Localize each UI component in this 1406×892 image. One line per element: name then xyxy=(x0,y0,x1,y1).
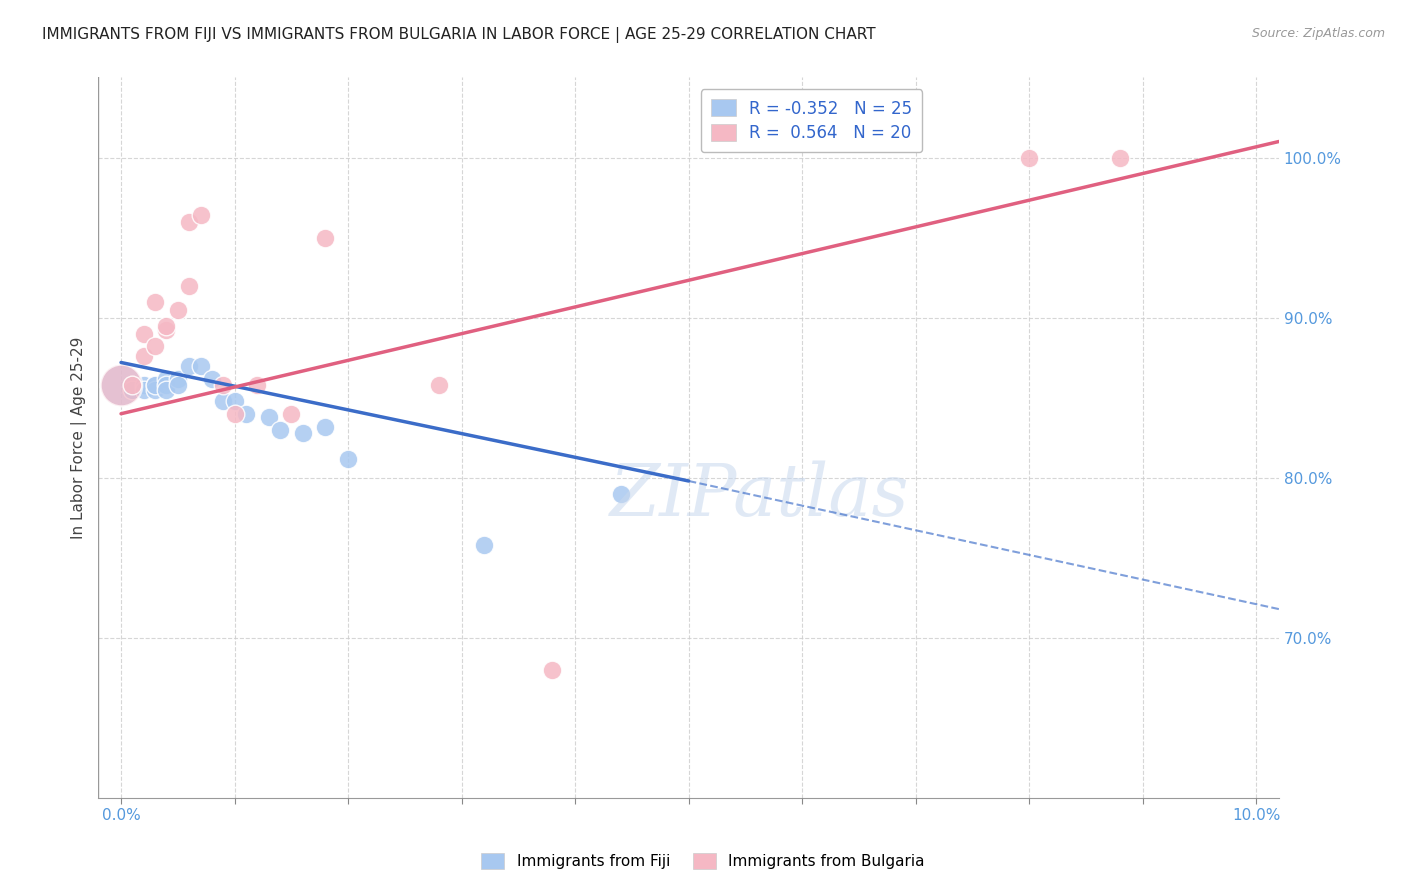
Point xyxy=(269,423,291,437)
Point xyxy=(337,451,360,466)
Point xyxy=(132,383,155,397)
Point xyxy=(155,383,177,397)
Point xyxy=(155,318,177,333)
Point xyxy=(121,378,143,392)
Text: IMMIGRANTS FROM FIJI VS IMMIGRANTS FROM BULGARIA IN LABOR FORCE | AGE 25-29 CORR: IMMIGRANTS FROM FIJI VS IMMIGRANTS FROM … xyxy=(42,27,876,43)
Point xyxy=(224,407,246,421)
Point xyxy=(143,378,166,392)
Point xyxy=(291,425,314,440)
Point xyxy=(212,393,235,408)
Point xyxy=(143,339,166,353)
Point xyxy=(121,378,143,392)
Point xyxy=(132,326,155,341)
Point xyxy=(143,294,166,309)
Point xyxy=(235,407,257,421)
Text: Source: ZipAtlas.com: Source: ZipAtlas.com xyxy=(1251,27,1385,40)
Point xyxy=(314,230,336,244)
Point xyxy=(609,487,631,501)
Point xyxy=(132,378,155,392)
Point xyxy=(143,383,166,397)
Point xyxy=(190,359,212,373)
Point xyxy=(427,378,450,392)
Point xyxy=(224,393,246,408)
Point xyxy=(201,371,224,385)
Point xyxy=(179,278,201,293)
Point xyxy=(155,371,177,385)
Point xyxy=(155,378,177,392)
Point xyxy=(143,378,166,392)
Point xyxy=(155,323,177,337)
Point xyxy=(132,349,155,363)
Point xyxy=(179,214,201,228)
Point xyxy=(212,378,235,392)
Point xyxy=(1018,151,1040,165)
Point xyxy=(314,419,336,434)
Point xyxy=(472,538,495,552)
Point xyxy=(166,371,188,385)
Point xyxy=(257,409,280,424)
Point xyxy=(246,378,269,392)
Point xyxy=(280,407,302,421)
Legend: Immigrants from Fiji, Immigrants from Bulgaria: Immigrants from Fiji, Immigrants from Bu… xyxy=(475,847,931,875)
Point xyxy=(179,359,201,373)
Point xyxy=(166,378,188,392)
Point xyxy=(1109,151,1132,165)
Point xyxy=(110,378,132,392)
Point xyxy=(190,208,212,222)
Point xyxy=(166,302,188,317)
Y-axis label: In Labor Force | Age 25-29: In Labor Force | Age 25-29 xyxy=(72,336,87,539)
Legend: R = -0.352   N = 25, R =  0.564   N = 20: R = -0.352 N = 25, R = 0.564 N = 20 xyxy=(700,89,922,153)
Text: ZIPatlas: ZIPatlas xyxy=(610,460,910,531)
Point xyxy=(541,663,564,677)
Point xyxy=(121,383,143,397)
Point xyxy=(110,378,132,392)
